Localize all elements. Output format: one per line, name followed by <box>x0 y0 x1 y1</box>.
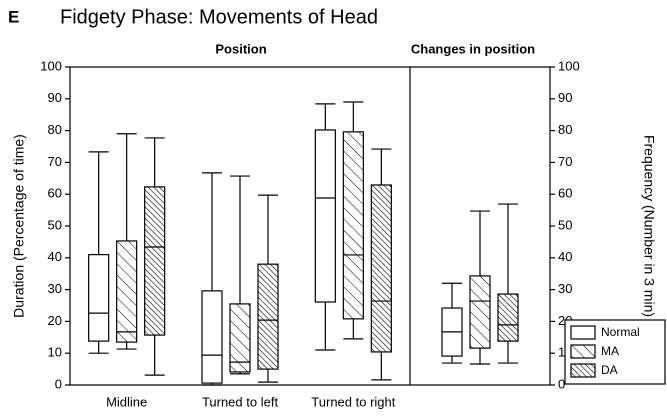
y-axis-label: Duration (Percentage of time) <box>11 134 27 318</box>
x-tick-label: Midline <box>106 394 147 409</box>
y-tick-label: 80 <box>48 122 62 137</box>
y2-tick-label: 30 <box>558 281 572 296</box>
y-tick-label: 0 <box>55 376 62 391</box>
box <box>88 254 110 342</box>
y-tick-label: 40 <box>48 249 62 264</box>
legend-swatch <box>570 325 596 340</box>
y-tick-label: 50 <box>48 217 62 232</box>
legend-swatch <box>570 363 596 378</box>
y2-tick-label: 40 <box>558 249 572 264</box>
y-tick-label: 70 <box>48 154 62 169</box>
box <box>116 240 138 343</box>
box <box>370 184 392 353</box>
legend-label: DA <box>601 363 618 377</box>
y2-tick-label: 60 <box>558 186 572 201</box>
y2-tick-label: 90 <box>558 90 572 105</box>
y2-tick-label: 0 <box>558 376 565 391</box>
x-tick-label: Turned to right <box>311 394 395 409</box>
box <box>314 129 336 303</box>
box <box>201 290 223 384</box>
legend-label: Normal <box>601 325 640 339</box>
y2-tick-label: 50 <box>558 217 572 232</box>
y2-tick-label: 70 <box>558 154 572 169</box>
box <box>469 275 491 349</box>
box <box>144 186 166 336</box>
y2-tick-label: 80 <box>558 122 572 137</box>
y-tick-label: 20 <box>48 313 62 328</box>
box <box>342 131 364 320</box>
chart-title: Fidgety Phase: Movements of Head <box>60 6 378 28</box>
box <box>257 263 279 370</box>
legend-label: MA <box>601 344 619 358</box>
y2-tick-label: 100 <box>558 58 580 73</box>
y-tick-label: 60 <box>48 186 62 201</box>
box <box>229 303 251 373</box>
section-label: Changes in position <box>411 41 535 56</box>
y-tick-label: 90 <box>48 90 62 105</box>
box <box>497 293 519 342</box>
y-tick-label: 100 <box>40 58 62 73</box>
x-tick-label: Turned to left <box>202 394 279 409</box>
y-tick-label: 30 <box>48 281 62 296</box>
section-label: Position <box>215 41 266 56</box>
panel-label: E <box>8 7 19 26</box>
y2-axis-label: Frequency (Number in 3 min) <box>641 135 657 317</box>
legend-swatch <box>570 344 596 359</box>
y-tick-label: 10 <box>48 345 62 360</box>
